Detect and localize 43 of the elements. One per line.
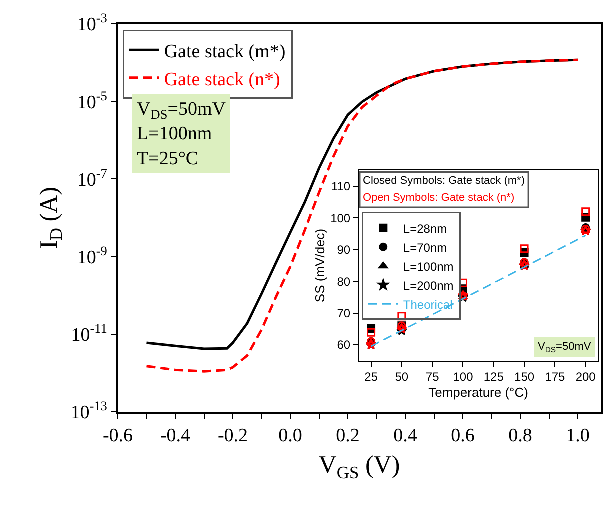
legend-label: Gate stack (n*): [164, 69, 280, 90]
x-tick-label: 75: [426, 370, 440, 384]
y-tick-label: 10$^{-7}$: [77, 166, 108, 191]
legend-label: L=200nm: [403, 278, 454, 293]
y-tick-label: 10$^{-13}$: [70, 398, 108, 424]
legend-label: L=70nm: [403, 240, 448, 255]
x-tick-label: -0.2: [218, 426, 248, 447]
x-tick-label: -0.4: [160, 426, 192, 447]
y-tick-label: 100: [330, 211, 351, 226]
annotation: Closed Symbols: Gate stack (m*): [363, 175, 525, 187]
annotation: Open Symbols: Gate stack (n*): [363, 192, 515, 204]
annotation: V$_{DS}$=50mV: [538, 341, 592, 354]
x-tick-label: 0.4: [394, 426, 418, 447]
x-tick-label: 150: [514, 370, 535, 384]
y-tick-label: 10$^{-11}$: [71, 321, 108, 346]
x-tick-label: 125: [484, 370, 504, 384]
y-tick-label: 60: [337, 338, 351, 352]
x-axis-title: V$_{GS}$ (V): [318, 452, 400, 482]
x-tick-label: 0.0: [278, 426, 302, 447]
x-tick-label: 175: [545, 370, 566, 384]
y-tick-label: 10$^{-9}$: [77, 243, 108, 268]
x-tick-label: 100: [453, 370, 474, 384]
legend-label: Theorical: [403, 298, 453, 312]
legend-label: Gate stack (m*): [164, 42, 286, 63]
x-tick-label: 0.2: [336, 426, 360, 447]
x-tick-label: -0.6: [102, 426, 134, 447]
x-tick-label: 1.0: [566, 426, 590, 447]
x-tick-label: 25: [364, 370, 378, 384]
y-tick-label: 70: [337, 306, 351, 320]
y-tick-label: 80: [337, 274, 351, 289]
x-tick-label: 0.6: [451, 426, 475, 447]
y-tick-label: 90: [337, 243, 351, 258]
y-tick-label: 110: [331, 180, 351, 194]
legend-label: L=28nm: [403, 222, 448, 236]
y-tick-label: 10$^{-5}$: [77, 88, 108, 114]
y-tick-label: 10$^{-3}$: [77, 10, 108, 36]
x-tick-label: 200: [576, 370, 596, 384]
y-axis-title: SS (mV/dec): [312, 228, 328, 303]
x-axis-title: Temperature (°C): [428, 384, 528, 400]
x-tick-label: 0.8: [508, 426, 532, 447]
legend-label: L=100nm: [403, 260, 454, 274]
x-tick-label: 50: [395, 370, 409, 384]
annotation: V$_{DS}$=50mV L=100nm T=25°C: [137, 99, 226, 170]
